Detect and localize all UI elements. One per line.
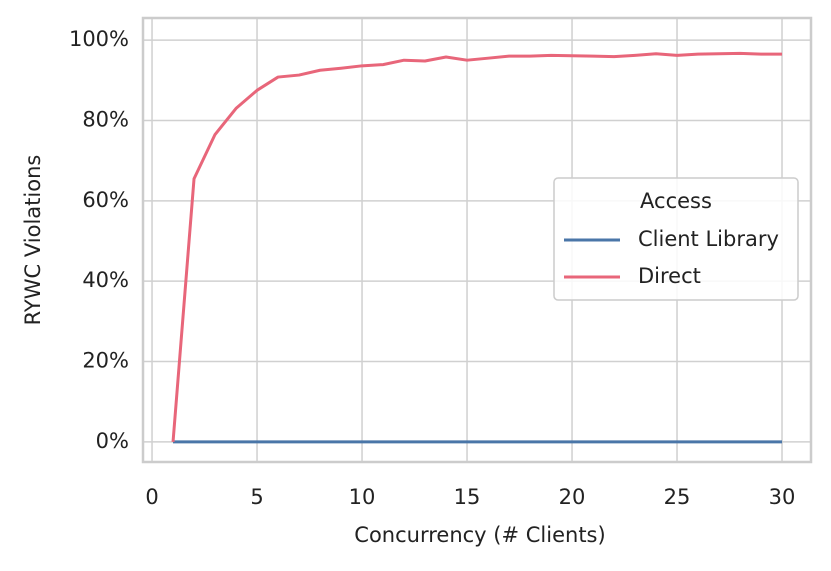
y-tick-label: 60%: [82, 188, 129, 212]
x-tick-label: 15: [454, 485, 481, 509]
plot-frame: [141, 16, 813, 464]
x-tick-label: 5: [250, 485, 263, 509]
legend-title: Access: [640, 189, 712, 213]
x-axis-label: Concurrency (# Clients): [354, 523, 605, 547]
legend-label: Client Library: [638, 227, 779, 251]
x-tick-label: 20: [559, 485, 586, 509]
y-tick-label: 20%: [82, 349, 129, 373]
x-tick-label: 0: [145, 485, 158, 509]
legend-label: Direct: [638, 264, 701, 288]
series-line: [171, 51, 783, 443]
y-tick-label: 0%: [96, 429, 129, 453]
x-tick-label: 25: [664, 485, 691, 509]
y-tick-label: 100%: [69, 27, 129, 51]
y-tick-label: 80%: [82, 107, 129, 131]
x-tick-label: 10: [349, 485, 376, 509]
legend-box: [553, 177, 799, 301]
x-tick-label: 30: [769, 485, 796, 509]
y-axis-label: RYWC Violations: [21, 155, 45, 326]
y-tick-label: 40%: [82, 268, 129, 292]
